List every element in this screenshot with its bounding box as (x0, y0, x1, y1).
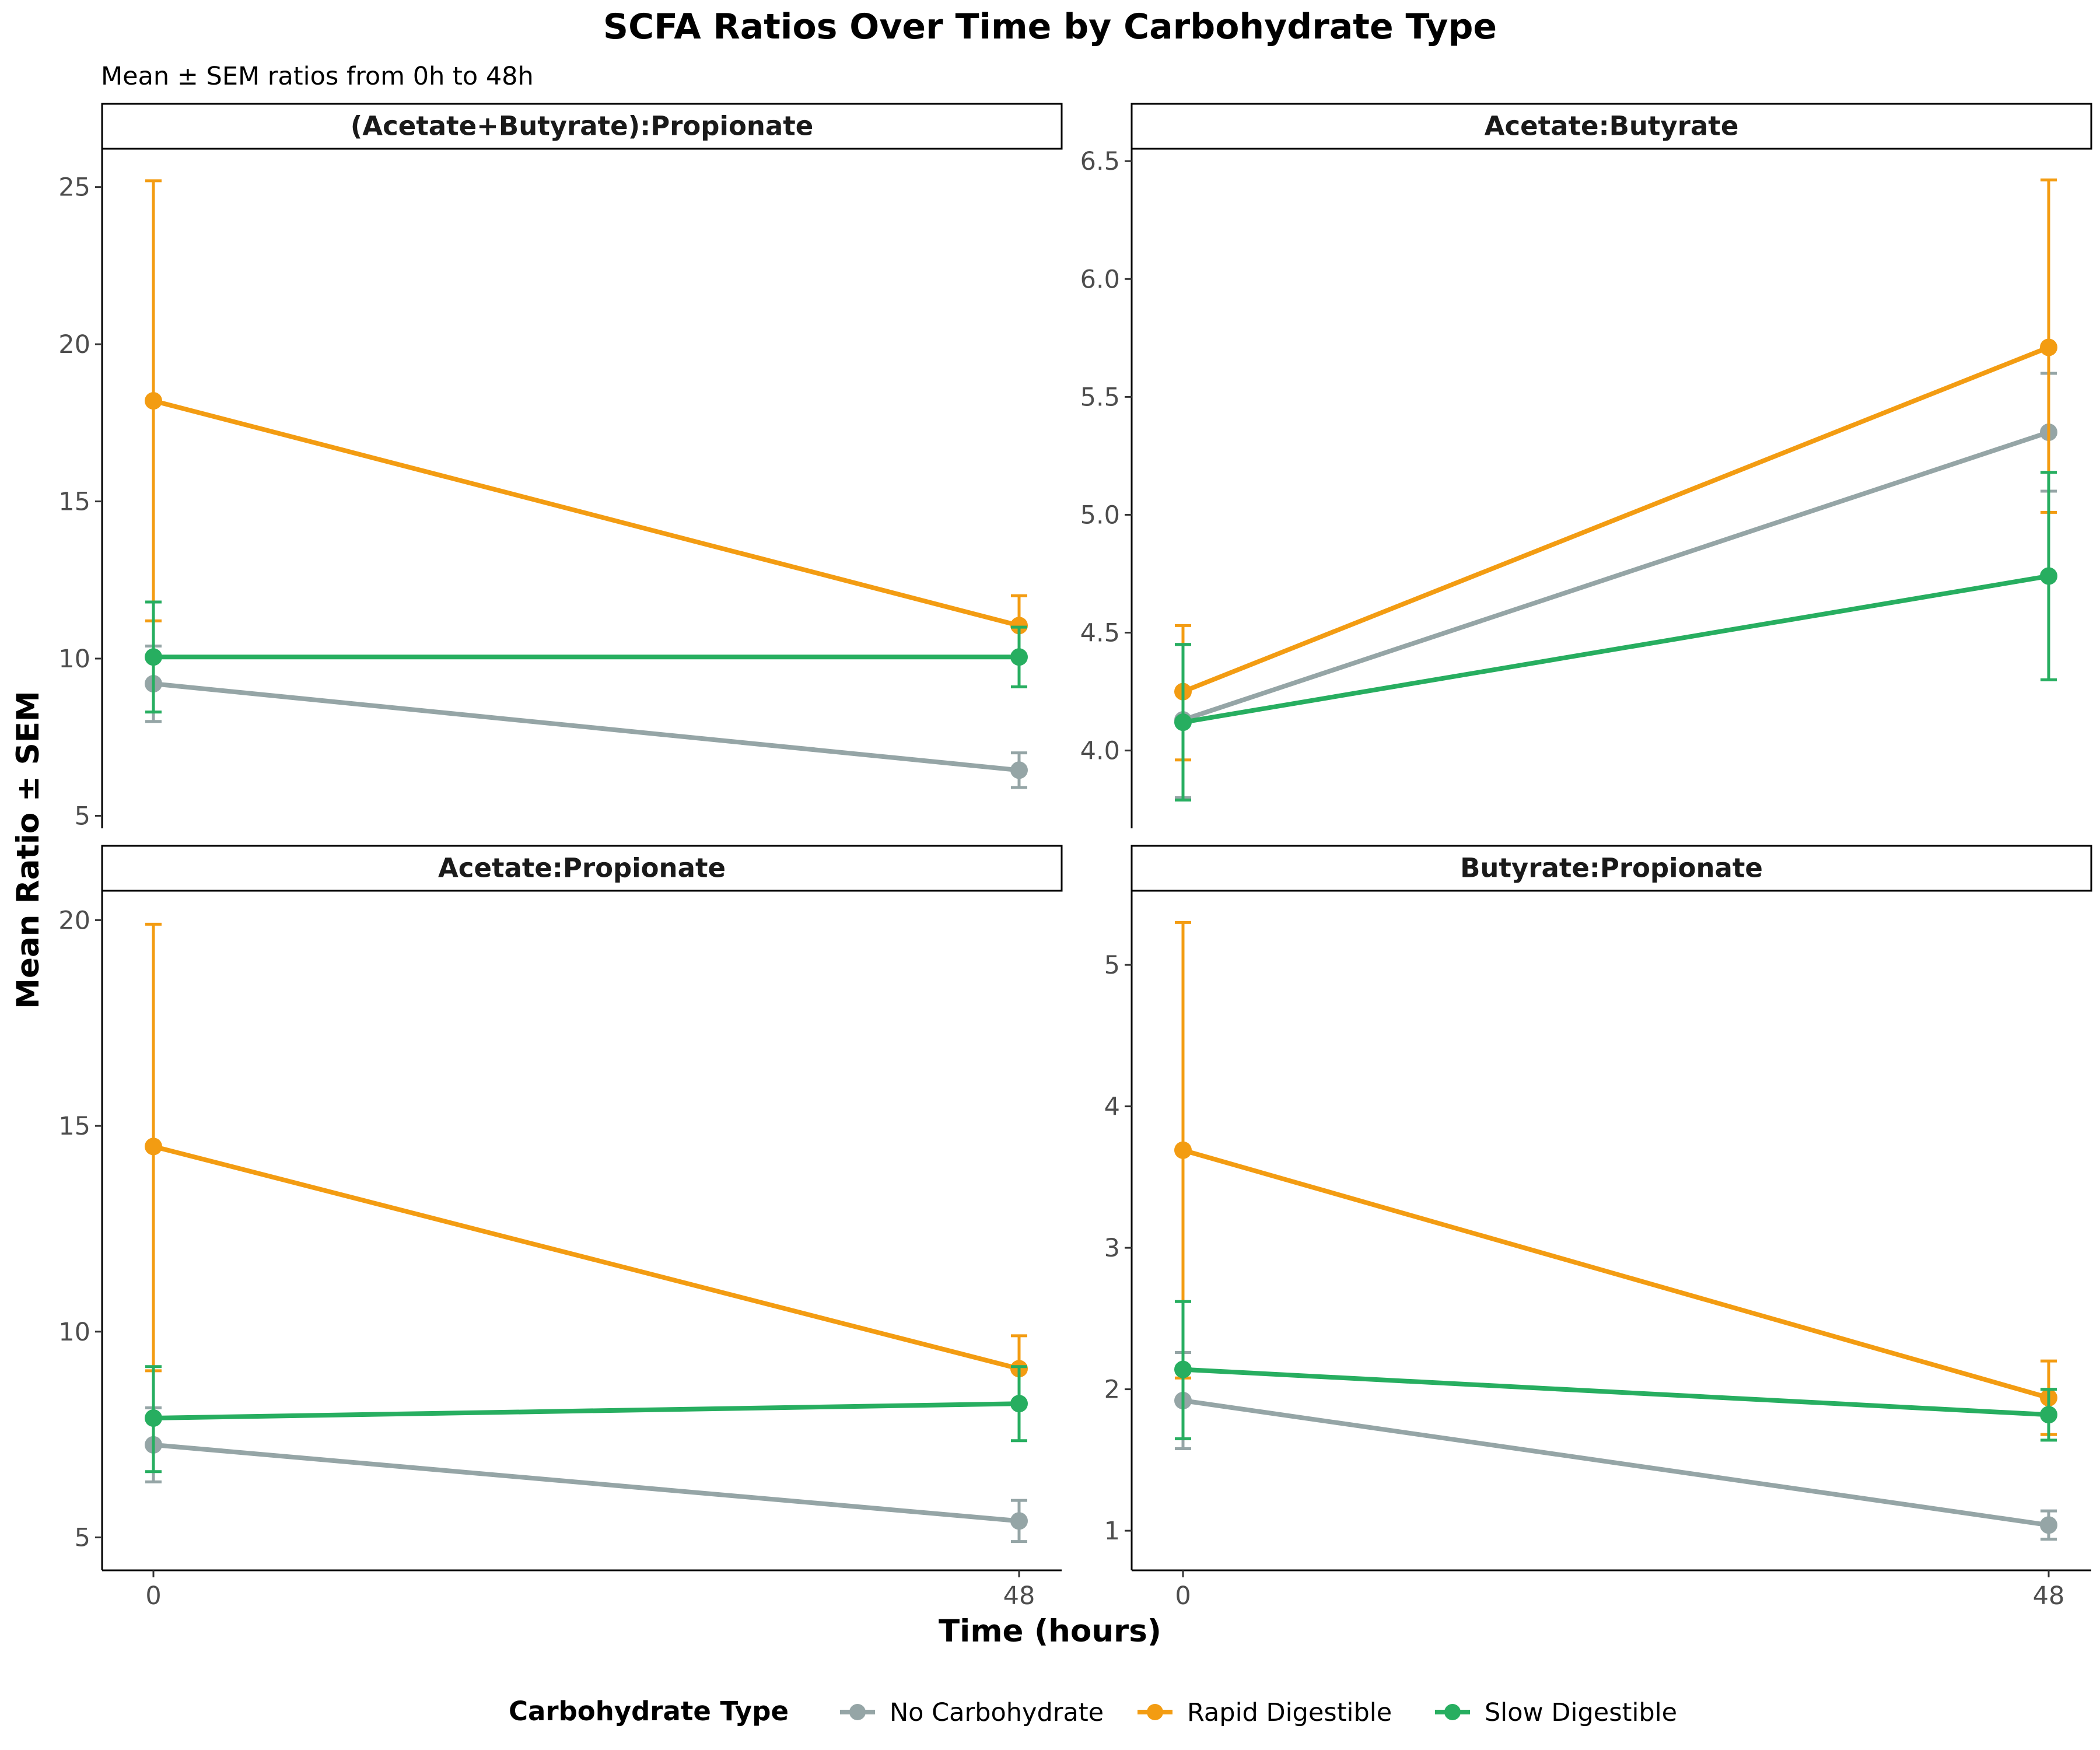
series-no-carbohydrate (145, 1406, 1028, 1544)
data-point (1174, 1360, 1192, 1378)
y-tick-label: 4.0 (1080, 737, 1120, 766)
y-tick-label: 6.5 (1080, 147, 1120, 176)
panel-grid: (Acetate+Butyrate):Propionate510152025Ac… (58, 103, 2092, 1611)
data-point (145, 1138, 162, 1156)
series-rapid-digestible (145, 922, 1028, 1404)
y-tick-label: 20 (58, 906, 90, 935)
y-tick-label: 5.5 (1080, 383, 1120, 412)
facet-strip (1130, 103, 2092, 150)
legend-item-label: Rapid Digestible (1187, 1698, 1392, 1727)
series-no-carbohydrate (1174, 372, 2057, 799)
series-rapid-digestible (145, 179, 1028, 657)
data-point (1010, 1395, 1028, 1413)
series-slow-digestible (1174, 1300, 2057, 1442)
facet-panel: Acetate:Propionate 5 10 15 20 0 48 (58, 845, 1063, 1611)
y-tick-label: 4 (1104, 1093, 1120, 1122)
y-tick-label: 10 (58, 1318, 90, 1347)
y-tick-label: 4.5 (1080, 619, 1120, 648)
data-point (1174, 1141, 1192, 1159)
series-slow-digestible (145, 600, 1028, 714)
series-no-carbohydrate (145, 644, 1028, 789)
facet-strip-label: Butyrate:Propionate (1460, 853, 1763, 884)
data-point (145, 648, 162, 666)
legend-item-label: No Carbohydrate (890, 1698, 1104, 1727)
y-tick-label: 15 (58, 1112, 90, 1141)
x-axis-label: Time (hours) (939, 1614, 1161, 1649)
series-line (153, 681, 1020, 773)
data-point (145, 392, 162, 410)
x-tick-label: 48 (2033, 1581, 2065, 1611)
facet-strip (1130, 845, 2092, 892)
series-rapid-digestible (1174, 178, 2057, 762)
y-tick-label: 1 (1104, 1517, 1120, 1546)
y-tick-label: 10 (58, 645, 90, 674)
data-point (2040, 1516, 2057, 1534)
data-point (2040, 1406, 2057, 1424)
x-tick-label: 48 (1003, 1581, 1035, 1611)
x-tick-label: 0 (1175, 1581, 1191, 1611)
facet-strip-label: Acetate:Propionate (438, 853, 726, 884)
legend: Carbohydrate Type No Carbohydrate Rapid D… (509, 1696, 1677, 1727)
facet-panel: Acetate:Butyrate 4.0 4.5 5.0 5.5 6.0 6.5 (1080, 103, 2092, 828)
facet-strip-label: Acetate:Butyrate (1485, 111, 1739, 142)
y-tick-label: 15 (58, 488, 90, 517)
facet-strip (101, 845, 1063, 892)
data-point (1010, 761, 1028, 779)
series-line (152, 398, 1020, 628)
data-point (1010, 617, 1028, 635)
y-tick-label: 5 (1104, 951, 1120, 980)
series-line (1182, 1147, 2050, 1400)
data-point (1010, 648, 1028, 666)
legend-item: Rapid Digestible (1138, 1698, 1392, 1727)
y-tick-label: 25 (58, 173, 90, 202)
series-line (153, 1442, 1020, 1524)
chart-title: SCFA Ratios Over Time by Carbohydrate Ty… (603, 6, 1497, 47)
legend-item: Slow Digestible (1435, 1698, 1677, 1727)
y-tick-label: 20 (58, 330, 90, 359)
series-line (1182, 1398, 2049, 1528)
chart-subtitle: Mean ± SEM ratios from 0h to 48h (101, 62, 534, 91)
legend-key-point (1147, 1704, 1163, 1720)
data-point (1174, 713, 1192, 732)
x-tick-label: 0 (145, 1581, 161, 1611)
data-point (1010, 1512, 1028, 1530)
legend-title: Carbohydrate Type (509, 1696, 789, 1727)
series-line (153, 1144, 1020, 1371)
y-tick-label: 2 (1104, 1376, 1120, 1405)
facet-strip-label: (Acetate+Butyrate):Propionate (351, 111, 814, 142)
legend-key-point (849, 1704, 866, 1720)
legend-key-point (1444, 1704, 1461, 1720)
series-slow-digestible (145, 1365, 1028, 1474)
series-line (153, 1401, 1020, 1420)
series-no-carbohydrate (1174, 1351, 2057, 1541)
y-tick-label: 6.0 (1080, 265, 1120, 294)
y-tick-label: 5.0 (1080, 501, 1120, 530)
y-tick-label: 5 (75, 802, 90, 831)
data-point (145, 1409, 162, 1427)
series-rapid-digestible (1174, 921, 2057, 1436)
legend-item: No Carbohydrate (840, 1698, 1104, 1727)
series-line (1182, 430, 2050, 722)
y-axis-label: Mean Ratio ± SEM (10, 691, 46, 1009)
data-point (2040, 567, 2057, 585)
y-tick-label: 5 (75, 1524, 90, 1553)
legend-item-label: Slow Digestible (1485, 1698, 1677, 1727)
facet-strip (101, 103, 1063, 150)
data-point (2040, 338, 2057, 356)
y-tick-label: 3 (1104, 1234, 1120, 1263)
facet-panel: Butyrate:Propionate 1 2 3 4 5 0 48 (1104, 845, 2092, 1611)
series-slow-digestible (1174, 471, 2057, 802)
series-line (1182, 1367, 2049, 1418)
facet-panel: (Acetate+Butyrate):Propionate 5 10 15 20 25 (58, 103, 1063, 831)
series-line (1182, 345, 2050, 694)
series-line (1182, 573, 2049, 725)
